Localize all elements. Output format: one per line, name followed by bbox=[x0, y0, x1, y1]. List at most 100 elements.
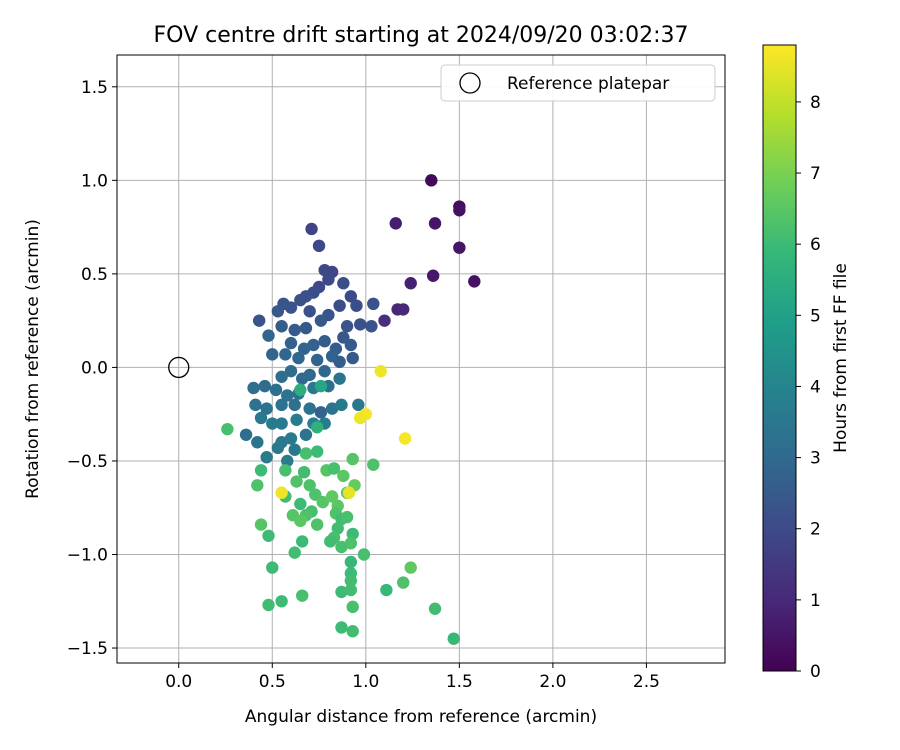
data-point bbox=[252, 314, 266, 327]
data-point bbox=[292, 351, 305, 365]
data-point bbox=[310, 421, 324, 434]
data-point bbox=[331, 522, 344, 535]
y-tick-label: 0.5 bbox=[81, 265, 108, 285]
data-point bbox=[303, 305, 316, 318]
data-point bbox=[284, 432, 298, 445]
data-point bbox=[284, 364, 298, 378]
reference-marker bbox=[168, 356, 190, 379]
data-point bbox=[426, 269, 440, 282]
data-point bbox=[288, 398, 301, 412]
data-point bbox=[303, 479, 316, 492]
data-point bbox=[290, 475, 303, 488]
data-point bbox=[251, 436, 264, 449]
data-point bbox=[262, 329, 275, 342]
data-point bbox=[340, 320, 354, 333]
data-point bbox=[284, 336, 298, 350]
data-point bbox=[281, 454, 294, 468]
y-tick-label: 0.0 bbox=[81, 358, 108, 378]
data-point bbox=[397, 303, 410, 316]
legend: Reference platepar bbox=[440, 64, 716, 102]
data-point bbox=[279, 348, 292, 361]
data-point bbox=[344, 555, 358, 569]
data-point bbox=[333, 355, 346, 369]
data-point bbox=[344, 290, 358, 303]
data-point bbox=[254, 411, 268, 425]
data-point bbox=[307, 338, 320, 352]
colorbar-tick-label: 5 bbox=[810, 306, 821, 326]
data-point bbox=[342, 486, 356, 499]
legend-label: Reference platepar bbox=[507, 74, 669, 94]
data-point bbox=[303, 402, 316, 415]
data-point bbox=[335, 621, 348, 634]
x-tick-label: 2.0 bbox=[539, 672, 566, 692]
data-point bbox=[346, 624, 359, 638]
data-point bbox=[271, 441, 285, 455]
data-point bbox=[310, 353, 324, 367]
data-point bbox=[275, 417, 288, 430]
data-point bbox=[254, 464, 268, 477]
data-point bbox=[327, 462, 341, 475]
data-point bbox=[281, 389, 294, 402]
data-point bbox=[275, 486, 288, 499]
data-point bbox=[344, 338, 358, 352]
data-point bbox=[325, 402, 339, 415]
data-point bbox=[251, 479, 264, 492]
data-point bbox=[333, 299, 346, 312]
x-axis-ticks: 0.0 0.5 1.0 1.5 2.0 2.5 bbox=[165, 663, 660, 692]
data-point bbox=[453, 241, 466, 254]
data-point bbox=[260, 451, 273, 464]
data-point bbox=[299, 321, 313, 335]
data-point bbox=[352, 398, 365, 412]
data-point bbox=[365, 320, 378, 333]
data-point bbox=[335, 398, 348, 412]
data-point bbox=[271, 305, 285, 318]
data-point bbox=[296, 372, 309, 385]
data-point bbox=[346, 600, 359, 614]
data-point bbox=[260, 402, 273, 415]
x-tick-label: 1.0 bbox=[352, 672, 379, 692]
data-point bbox=[367, 458, 380, 471]
data-point bbox=[318, 364, 331, 378]
data-point bbox=[346, 527, 359, 541]
data-point bbox=[398, 432, 412, 445]
data-point bbox=[275, 595, 288, 608]
data-point bbox=[453, 204, 466, 217]
y-axis-ticks: −1.5 −1.0 −0.5 0.0 0.5 1.0 1.5 bbox=[67, 78, 117, 659]
data-point bbox=[294, 497, 307, 511]
data-point bbox=[447, 632, 460, 645]
data-point bbox=[262, 529, 275, 542]
legend-marker-reference bbox=[459, 72, 481, 94]
data-point bbox=[354, 318, 367, 331]
data-point bbox=[314, 314, 328, 327]
x-tick-label: 0.0 bbox=[165, 672, 192, 692]
data-point bbox=[316, 495, 329, 509]
data-point bbox=[305, 222, 318, 236]
data-point bbox=[266, 417, 279, 430]
y-tick-label: 1.0 bbox=[81, 171, 108, 191]
data-point bbox=[318, 335, 331, 348]
x-tick-label: 2.5 bbox=[633, 672, 660, 692]
y-axis-label: Rotation from reference (arcmin) bbox=[23, 219, 43, 499]
x-tick-label: 1.5 bbox=[446, 672, 473, 692]
data-point bbox=[357, 548, 371, 561]
colorbar-label: Hours from first FF file bbox=[831, 263, 851, 453]
data-point bbox=[310, 445, 324, 458]
data-point bbox=[247, 381, 260, 395]
data-point bbox=[296, 589, 309, 602]
y-tick-label: −1.0 bbox=[67, 545, 108, 565]
grid-lines bbox=[117, 55, 725, 663]
data-point bbox=[425, 174, 438, 187]
data-point bbox=[297, 342, 311, 355]
data-point bbox=[354, 411, 367, 425]
colorbar-tick-label: 8 bbox=[810, 93, 821, 113]
data-point bbox=[380, 583, 393, 597]
data-point bbox=[299, 428, 313, 441]
data-point bbox=[350, 299, 363, 312]
data-point bbox=[367, 297, 380, 311]
data-point bbox=[346, 452, 359, 466]
y-tick-label: −1.5 bbox=[67, 639, 108, 659]
colorbar bbox=[762, 44, 797, 672]
colorbar-tick-label: 6 bbox=[810, 235, 821, 255]
legend-box bbox=[440, 64, 716, 102]
chart-title: FOV centre drift starting at 2024/09/20 … bbox=[154, 23, 689, 48]
